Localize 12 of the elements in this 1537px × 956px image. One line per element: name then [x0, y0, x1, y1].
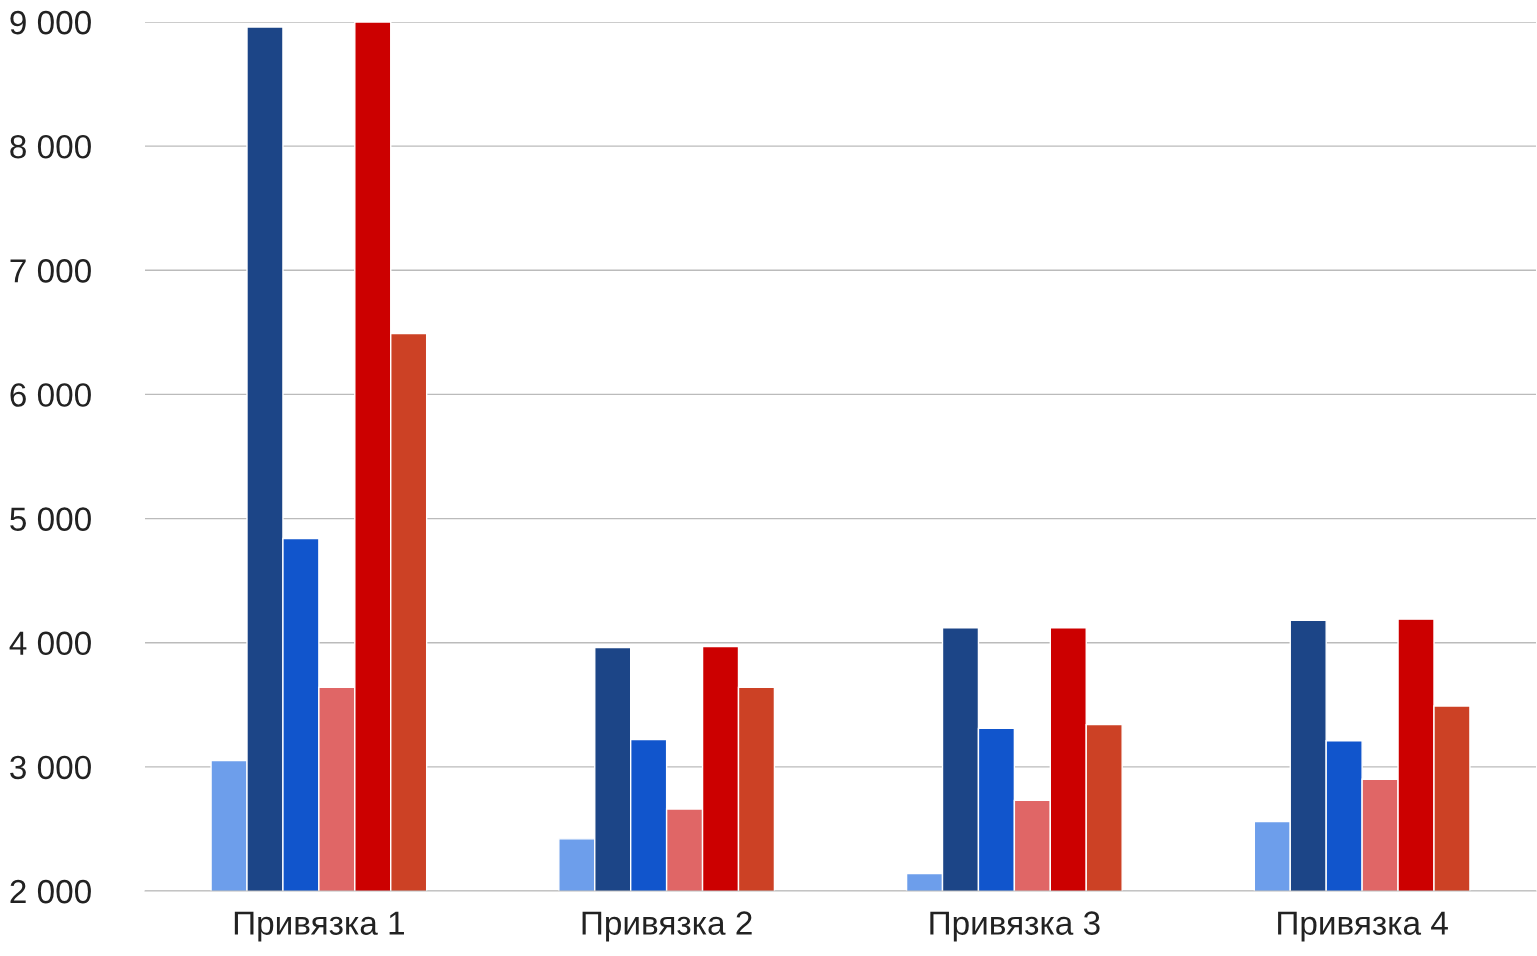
y-tick-label: 4 000	[9, 631, 91, 656]
y-tick-label: 7 000	[10, 259, 91, 283]
y-tick-label: 6 000	[10, 383, 91, 407]
y-tick-label: 5 000	[10, 507, 91, 531]
y-tick-label: 9 000	[10, 10, 91, 35]
x-tick-label: Привязка 1	[234, 911, 404, 942]
x-tick-label: Привязка 2	[582, 911, 752, 942]
y-tick-label: 8 000	[10, 134, 91, 159]
y-tick-label: 3 000	[10, 755, 91, 780]
x-tick-label: Привязка 4	[1278, 911, 1448, 942]
y-tick-label: 2 000	[10, 879, 91, 904]
x-tick-label: Привязка 3	[930, 911, 1100, 942]
